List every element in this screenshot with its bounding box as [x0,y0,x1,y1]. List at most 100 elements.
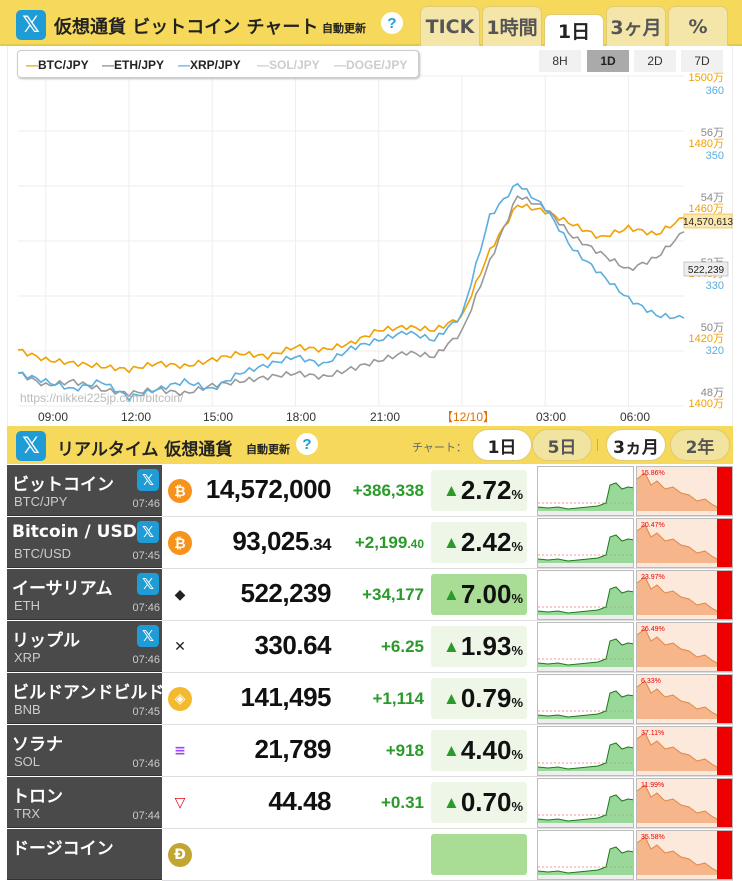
divider [162,620,733,621]
range-1d[interactable]: 1D [587,50,629,72]
help-icon[interactable]: ? [381,12,403,34]
up-arrow-icon: ▲ [443,792,460,812]
price: 21,789 [254,734,331,764]
table-row[interactable]: ドージコイン Ð 35.58% [7,829,733,881]
bitcoin-icon: ₿ [168,531,192,555]
x-share-icon[interactable]: 𝕏 [137,521,159,543]
tab-1hour[interactable]: 1時間 [482,6,542,46]
xrp-icon: ✕ [168,635,192,659]
sparkline-change-label: 37.11% [641,730,664,737]
coin-name-cell[interactable]: Bitcoin / USD BTC/USD 07:45 𝕏 [7,517,162,568]
sparkline-1day[interactable] [537,570,634,620]
last-price-eth-tag [683,261,729,277]
price: 93,025.34 [232,526,331,556]
coin-name: ビットコイン [12,475,114,495]
sparkline-1day[interactable] [537,622,634,672]
tab-3month[interactable]: 3ヶ月 [606,6,666,46]
bitcoin-icon: ₿ [168,479,192,503]
sparkline-3month[interactable]: 26.49% [636,622,733,672]
table-row[interactable]: ビットコイン BTC/JPY 07:46 𝕏 ₿ 14,572,000 +386,338 ▲ 2… [7,465,733,517]
legend-xrp[interactable]: —XRP/JPY [178,58,241,72]
percent-change: ▲ 2.72% [431,470,527,511]
table-row[interactable]: トロン TRX 07:44 ▽ 44.48 +0.31 ▲ 0.70% 11.99% [7,777,733,829]
sparkline-1day[interactable] [537,726,634,776]
chart-header: 𝕏 仮想通貨 ビットコイン チャート 自動更新 ? TICK 1時間 1日 3ヶ… [0,0,742,46]
period-5day[interactable]: 5日 [532,429,592,461]
tab-percent[interactable]: % [668,6,728,46]
percent-change: ▲ 7.00% [431,574,527,615]
sparkline-3month[interactable]: 23.97% [636,570,733,620]
legend-btc[interactable]: —BTC/JPY [26,58,89,72]
up-arrow-icon: ▲ [443,584,460,604]
tab-tick[interactable]: TICK [420,6,480,46]
legend-sol[interactable]: —SOL/JPY [257,58,320,72]
x-share-icon[interactable]: 𝕏 [16,10,46,40]
percent-change: ▲ 0.70% [431,782,527,823]
coin-name-cell[interactable]: ドージコイン [7,829,162,880]
coin-ticker: TRX [14,806,40,821]
y-tick-eth: 54万 [701,192,724,204]
price-change: +2,199.40 [354,533,424,552]
sparkline-1day[interactable] [537,466,634,516]
x-share-icon[interactable]: 𝕏 [137,469,159,491]
coin-name-cell[interactable]: トロン TRX 07:44 [7,777,162,828]
y-tick-btc: 1420万 [689,333,724,345]
y-tick-eth: 48万 [701,387,724,399]
price-change: +1,114 [372,689,424,708]
legend-doge[interactable]: —DOGE/JPY [334,58,408,72]
coin-name-cell[interactable]: イーサリアム ETH 07:46 𝕏 [7,569,162,620]
sparkline-1day[interactable] [537,674,634,724]
coin-ticker: ETH [14,598,40,613]
sparkline-3month[interactable]: 35.58% [636,830,733,880]
table-row[interactable]: ビルドアンドビルド BNB 07:45 ◈ 141,495 +1,114 ▲ 0.79% 6.3… [7,673,733,725]
sparkline-change-label: 23.97% [641,574,665,581]
period-3month[interactable]: 3ヵ月 [606,429,666,461]
sparkline-change-label: 15.86% [641,470,665,477]
tab-1day[interactable]: 1日 [544,14,604,46]
x-share-icon[interactable]: 𝕏 [137,625,159,647]
price: 44.48 [268,786,331,816]
y-tick-xrp: 360 [706,85,724,97]
coin-name-cell[interactable]: ビットコイン BTC/JPY 07:46 𝕏 [7,465,162,516]
coin-ticker: BTC/USD [14,546,72,561]
coin-name-cell[interactable]: ビルドアンドビルド BNB 07:45 [7,673,164,724]
realtime-header: 𝕏 リアルタイム 仮想通貨 自動更新 ? チャート： 1日 5日 3ヵ月 2年 [7,426,733,464]
table-row[interactable]: Bitcoin / USD BTC/USD 07:45 𝕏 ₿ 93,025.34 +2,1… [7,517,733,569]
table-row[interactable]: ソラナ SOL 07:46 ≡ 21,789 +918 ▲ 4.40% 37.11% [7,725,733,777]
update-time: 07:45 [132,550,160,562]
sparkline-change-label: 26.49% [641,626,665,633]
coin-name-cell[interactable]: リップル XRP 07:46 𝕏 [7,621,162,672]
sparkline-3month[interactable]: 15.86% [636,466,733,516]
sparkline-3month[interactable]: 6.33% [636,674,733,724]
table-row[interactable]: リップル XRP 07:46 𝕏 ✕ 330.64 +6.25 ▲ 1.93% 26.49% [7,621,733,673]
sparkline-1day[interactable] [537,830,634,880]
x-tick-label: 09:00 [38,410,68,424]
sparkline-1day[interactable] [537,778,634,828]
sparkline-1day[interactable] [537,518,634,568]
price: 141,495 [240,682,332,712]
price-chart: 09:00 12:00 15:00 18:00 21:00 【12/10】 03:00 06:… [7,46,733,426]
sparkline-3month[interactable]: 11.99% [636,778,733,828]
period-1day[interactable]: 1日 [472,429,532,461]
chart-svg: 09:00 12:00 15:00 18:00 21:00 【12/10】 03:00 06:… [17,72,733,424]
x-tick-label: 【12/10】 [441,410,495,424]
help-icon[interactable]: ? [296,433,318,455]
x-share-icon[interactable]: 𝕏 [16,431,46,461]
x-tick-label: 15:00 [203,410,233,424]
y-tick-eth: 50万 [701,322,724,334]
divider [162,516,733,517]
sparkline-3month[interactable]: 37.11% [636,726,733,776]
x-share-icon[interactable]: 𝕏 [137,573,159,595]
period-2year[interactable]: 2年 [670,429,730,461]
legend-eth[interactable]: —ETH/JPY [102,58,165,72]
sparkline-3month[interactable]: 20.47% [636,518,733,568]
up-arrow-icon: ▲ [443,532,460,552]
coin-name: ソラナ [12,735,63,755]
table-row[interactable]: イーサリアム ETH 07:46 𝕏 ◆ 522,239 +34,177 ▲ 7.00% 23.9… [7,569,733,621]
range-8h[interactable]: 8H [539,50,581,72]
series-line-btc [17,203,685,374]
range-2d[interactable]: 2D [634,50,676,72]
range-7d[interactable]: 7D [681,50,723,72]
coin-name-cell[interactable]: ソラナ SOL 07:46 [7,725,162,776]
update-time: 07:44 [132,810,160,822]
